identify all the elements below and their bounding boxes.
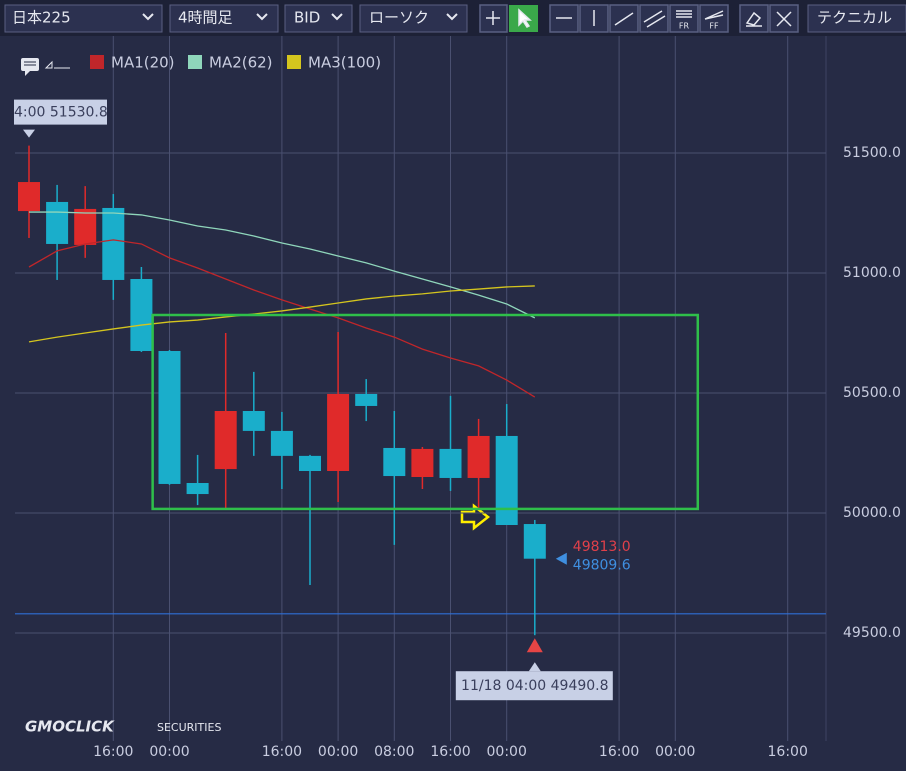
ma-line — [29, 211, 536, 319]
price-pointer — [555, 552, 567, 565]
fan-button[interactable] — [699, 4, 729, 33]
low-label: 11/18 04:00 49490.8 — [461, 678, 609, 694]
price-type-select[interactable]: BID — [284, 4, 353, 33]
candle-body — [355, 393, 378, 406]
price-label: 49809.6 — [573, 558, 631, 574]
candle-body — [214, 411, 237, 470]
ff-label: FF — [709, 22, 719, 31]
symbol-select[interactable]: 日本225 — [4, 4, 163, 33]
price-label: 49813.0 — [573, 539, 631, 555]
candle-body — [383, 447, 406, 477]
legend-label: MA2(62) — [209, 54, 273, 72]
fibonacci-button[interactable] — [669, 4, 699, 33]
technical[interactable]: テクニカル — [817, 9, 892, 27]
x-tick-label: 08:00 — [374, 744, 414, 760]
chart-style-select[interactable]: ローソク — [359, 4, 468, 33]
candle-body — [523, 524, 546, 559]
technical-button[interactable]: テクニカル — [807, 4, 906, 33]
low-pointer — [528, 662, 541, 672]
y-tick-label: 51000.0 — [843, 265, 901, 281]
candle-body — [299, 455, 321, 471]
legend-swatch — [188, 55, 202, 69]
candle-body — [495, 435, 518, 525]
legend-label: MA1(20) — [111, 54, 175, 72]
chart-style[interactable]: ローソク — [369, 9, 429, 27]
timeframe-select[interactable]: 4時間足 — [169, 4, 279, 33]
x-tick-label: 00:00 — [149, 744, 189, 760]
eraser-button[interactable] — [739, 4, 769, 33]
comment-icon[interactable] — [21, 58, 70, 76]
low-label-box — [455, 671, 613, 701]
legend-swatch — [90, 55, 104, 69]
candle-body — [270, 430, 293, 456]
x-tick-label: 00:00 — [487, 744, 527, 760]
legend-swatch — [287, 55, 301, 69]
candle-body — [439, 448, 462, 478]
candle-body — [467, 435, 490, 478]
logo: GMOCLICK — [25, 718, 115, 736]
x-tick-label: 16:00 — [93, 744, 133, 760]
annotation-box — [151, 313, 700, 511]
candle-body — [74, 208, 97, 245]
x-tick-label: 00:00 — [318, 744, 358, 760]
low-triangle — [526, 638, 543, 653]
ma-line — [28, 239, 536, 398]
candle-body — [327, 393, 350, 471]
high-label: 4:00 51530.8 — [14, 105, 108, 121]
logo-sub: SECURITIES — [157, 721, 221, 734]
y-tick-label: 49500.0 — [843, 625, 901, 641]
price-type[interactable]: BID — [294, 9, 320, 27]
signal-arrow — [460, 503, 491, 531]
y-tick-label: 50000.0 — [843, 505, 901, 521]
x-tick-label: 16:00 — [599, 744, 639, 760]
candle-body — [158, 351, 181, 484]
y-tick-label: 50500.0 — [843, 385, 901, 401]
candle-body — [46, 201, 69, 244]
channel-button[interactable] — [639, 4, 669, 33]
high-pointer — [23, 129, 35, 138]
x-tick-label: 16:00 — [262, 744, 302, 760]
y-tick-label: 51500.0 — [843, 145, 901, 161]
x-tick-label: 16:00 — [768, 744, 808, 760]
candle-body — [18, 182, 40, 212]
candle-body — [186, 483, 209, 495]
legend-label: MA3(100) — [308, 54, 381, 72]
candle-body — [130, 279, 153, 351]
candle-body — [242, 411, 265, 431]
symbol[interactable]: 日本225 — [12, 9, 71, 27]
ma-line — [28, 285, 535, 343]
candle-body — [102, 207, 125, 280]
x-tick-label: 16:00 — [430, 744, 470, 760]
high-label-box — [14, 99, 107, 125]
fr-label: FR — [679, 22, 690, 31]
x-tick-label: 00:00 — [655, 744, 695, 760]
timeframe[interactable]: 4時間足 — [178, 9, 233, 27]
candle-body — [411, 448, 434, 477]
